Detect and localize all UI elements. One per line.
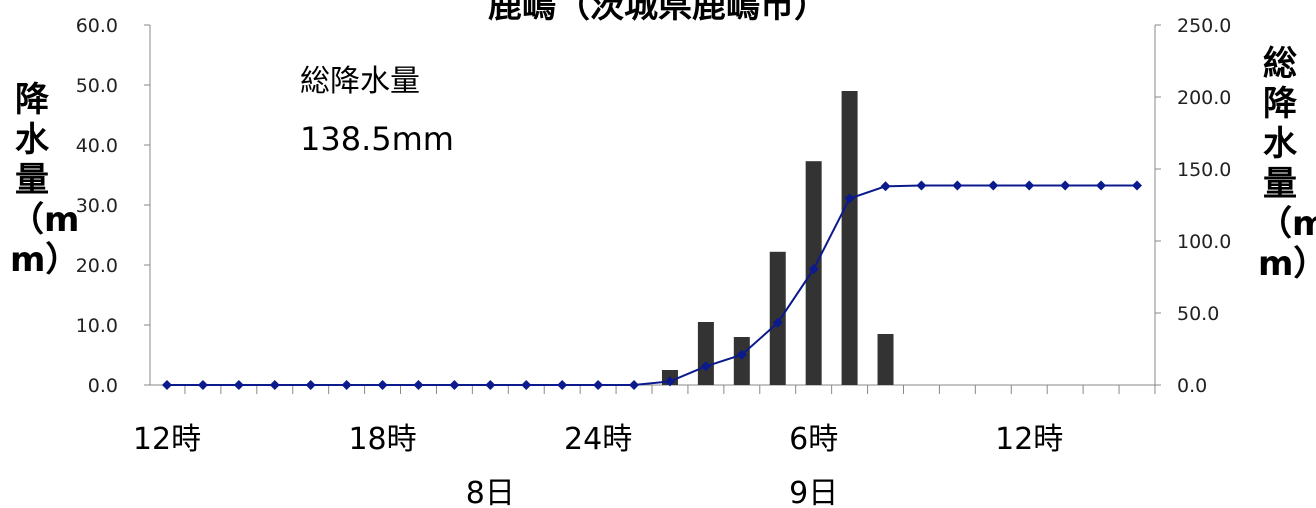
total-rainfall-point <box>808 264 819 275</box>
y-left-tick-label: 60.0 <box>76 15 118 37</box>
total-rainfall-point <box>233 380 244 390</box>
y-right-tick-label: 200.0 <box>1177 87 1231 109</box>
rainfall-bar <box>697 322 714 385</box>
y-right-tick-label: 150.0 <box>1177 159 1231 181</box>
total-rainfall-point <box>952 180 963 191</box>
total-rainfall-point <box>1096 180 1107 191</box>
y-left-tick-label: 0.0 <box>88 375 118 397</box>
total-rainfall-point <box>916 180 927 191</box>
y-left-tick-label: 30.0 <box>76 195 118 217</box>
rainfall-bar <box>877 334 894 385</box>
total-rainfall-point <box>664 376 675 387</box>
total-rainfall-line <box>167 184 1137 386</box>
y-left-tick-label: 20.0 <box>76 255 118 277</box>
y-axis-right-label: 総降水量（mm） <box>1258 44 1316 284</box>
x-tick-label: 18時 <box>348 422 416 457</box>
x-date-label: 9日 <box>789 476 838 508</box>
total-rainfall-point <box>485 380 496 390</box>
total-rainfall-point <box>736 349 747 360</box>
y-right-tick-label: 100.0 <box>1177 231 1231 253</box>
total-rainfall-point <box>449 380 460 390</box>
total-rainfall-point <box>593 380 604 390</box>
y-right-tick-label: 250.0 <box>1177 15 1231 37</box>
chart-title: 鹿嶋（茨城県鹿嶋市） <box>488 0 828 26</box>
y-left-tick-label: 50.0 <box>76 75 118 97</box>
y-left-tick-label: 10.0 <box>76 315 118 337</box>
total-rainfall-point <box>1024 180 1035 191</box>
x-tick-label: 24時 <box>564 422 632 457</box>
x-tick-label: 12時 <box>995 422 1063 457</box>
total-rainfall-point <box>521 380 532 390</box>
y-axis-left-label: 降水量（mm） <box>10 80 80 280</box>
rainfall-bar <box>841 91 858 385</box>
total-rainfall-point <box>305 380 316 390</box>
x-date-label: 8日 <box>466 476 515 508</box>
total-rainfall-point <box>377 380 388 390</box>
total-rainfall-point <box>1060 180 1071 191</box>
total-rainfall-point <box>1132 180 1142 191</box>
y-right-tick-label: 0.0 <box>1177 375 1207 397</box>
total-rainfall-point <box>772 317 783 328</box>
x-tick-label: 6時 <box>789 422 838 457</box>
total-rainfall-value: 138.5mm <box>300 120 454 158</box>
total-rainfall-label: 総降水量 <box>300 64 420 99</box>
x-tick-label: 12時 <box>133 422 201 457</box>
total-rainfall-point <box>629 380 640 390</box>
total-rainfall-point <box>341 380 352 390</box>
total-rainfall-point <box>162 380 172 390</box>
total-rainfall-point <box>197 380 208 390</box>
total-rainfall-point <box>880 181 891 192</box>
y-left-tick-label: 40.0 <box>76 135 118 157</box>
total-rainfall-point <box>557 380 568 390</box>
total-rainfall-point <box>269 380 280 390</box>
y-right-tick-label: 50.0 <box>1177 303 1219 325</box>
total-rainfall-point <box>700 361 711 372</box>
total-rainfall-point <box>844 193 855 204</box>
total-rainfall-point <box>413 380 424 390</box>
total-rainfall-point <box>988 180 999 191</box>
rainfall-bar <box>733 337 750 385</box>
